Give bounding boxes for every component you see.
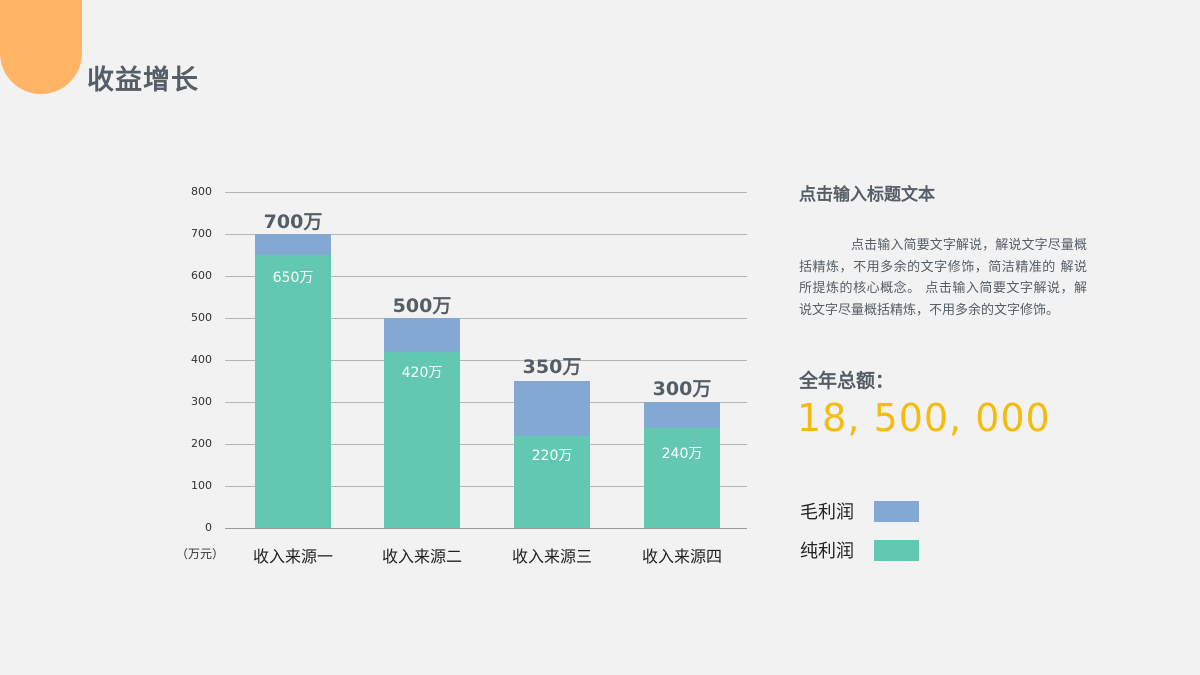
bar-segment-net-profit <box>644 428 720 528</box>
legend-label: 纯利润 <box>800 541 854 562</box>
bar-income-source-4[interactable]: 300万 240万 <box>644 378 720 528</box>
x-category-label: 收入来源一 <box>252 547 333 566</box>
gridline <box>225 234 747 235</box>
y-tick-label: 700 <box>191 227 212 240</box>
bar-total-label: 700万 <box>263 211 323 233</box>
y-tick-label: 400 <box>191 353 212 366</box>
y-tick-label: 800 <box>191 185 212 198</box>
gridline <box>225 444 747 445</box>
y-tick-label: 200 <box>191 437 212 450</box>
y-tick-label: 600 <box>191 269 212 282</box>
y-tick-label: 100 <box>191 479 212 492</box>
decorative-accent-shape <box>0 0 82 94</box>
y-tick-label: 0 <box>205 521 212 534</box>
x-category-label: 收入来源二 <box>381 547 462 566</box>
gridline <box>225 276 747 277</box>
bar-total-label: 300万 <box>652 378 712 400</box>
side-description[interactable]: 点击输入简要文字解说，解说文字尽量概括精炼，不用多余的文字修饰，简洁精准的 解说… <box>799 238 1087 318</box>
gridline <box>225 402 747 403</box>
bar-total-label: 350万 <box>522 356 582 378</box>
bar-total-label: 500万 <box>392 295 452 317</box>
legend-swatch-green <box>874 539 919 561</box>
page-title: 收益增长 <box>87 65 199 96</box>
bar-segment-net-profit <box>514 436 590 528</box>
annual-total-value: 18, 500, 000 <box>797 396 1051 440</box>
side-heading[interactable]: 点击输入标题文本 <box>799 185 935 205</box>
bar-income-source-2[interactable]: 500万 420万 <box>384 295 460 528</box>
bar-inner-label: 650万 <box>272 270 314 286</box>
bar-inner-label: 220万 <box>531 448 573 464</box>
annual-total-label: 全年总额： <box>799 370 895 392</box>
bar-segment-gross-profit <box>514 381 590 436</box>
legend-item-gross-profit: 毛利润 <box>800 498 919 524</box>
bar-income-source-3[interactable]: 350万 220万 <box>514 356 590 528</box>
legend-label: 毛利润 <box>800 502 854 523</box>
gridline <box>225 360 747 361</box>
bar-income-source-1[interactable]: 700万 650万 <box>255 211 331 528</box>
bar-inner-label: 420万 <box>401 365 443 381</box>
bar-segment-net-profit <box>384 352 460 528</box>
bar-segment-net-profit <box>255 255 331 528</box>
bar-segment-gross-profit <box>255 234 331 255</box>
x-category-label: 收入来源四 <box>641 547 722 566</box>
gridline <box>225 486 747 487</box>
legend-item-net-profit: 纯利润 <box>800 537 919 563</box>
y-tick-label: 300 <box>191 395 212 408</box>
bar-segment-gross-profit <box>384 318 460 352</box>
bar-inner-label: 240万 <box>661 446 703 462</box>
y-tick-label: 500 <box>191 311 212 324</box>
bar-segment-gross-profit <box>644 402 720 428</box>
x-category-label: 收入来源三 <box>511 547 592 566</box>
gridline <box>225 318 747 319</box>
legend-swatch-blue <box>874 500 919 522</box>
x-axis-line <box>225 528 747 529</box>
stacked-bar-chart: 800 700 600 500 400 300 200 100 0 700万 6… <box>176 185 747 566</box>
gridline <box>225 192 747 193</box>
y-axis-unit-label: （万元） <box>176 547 225 561</box>
